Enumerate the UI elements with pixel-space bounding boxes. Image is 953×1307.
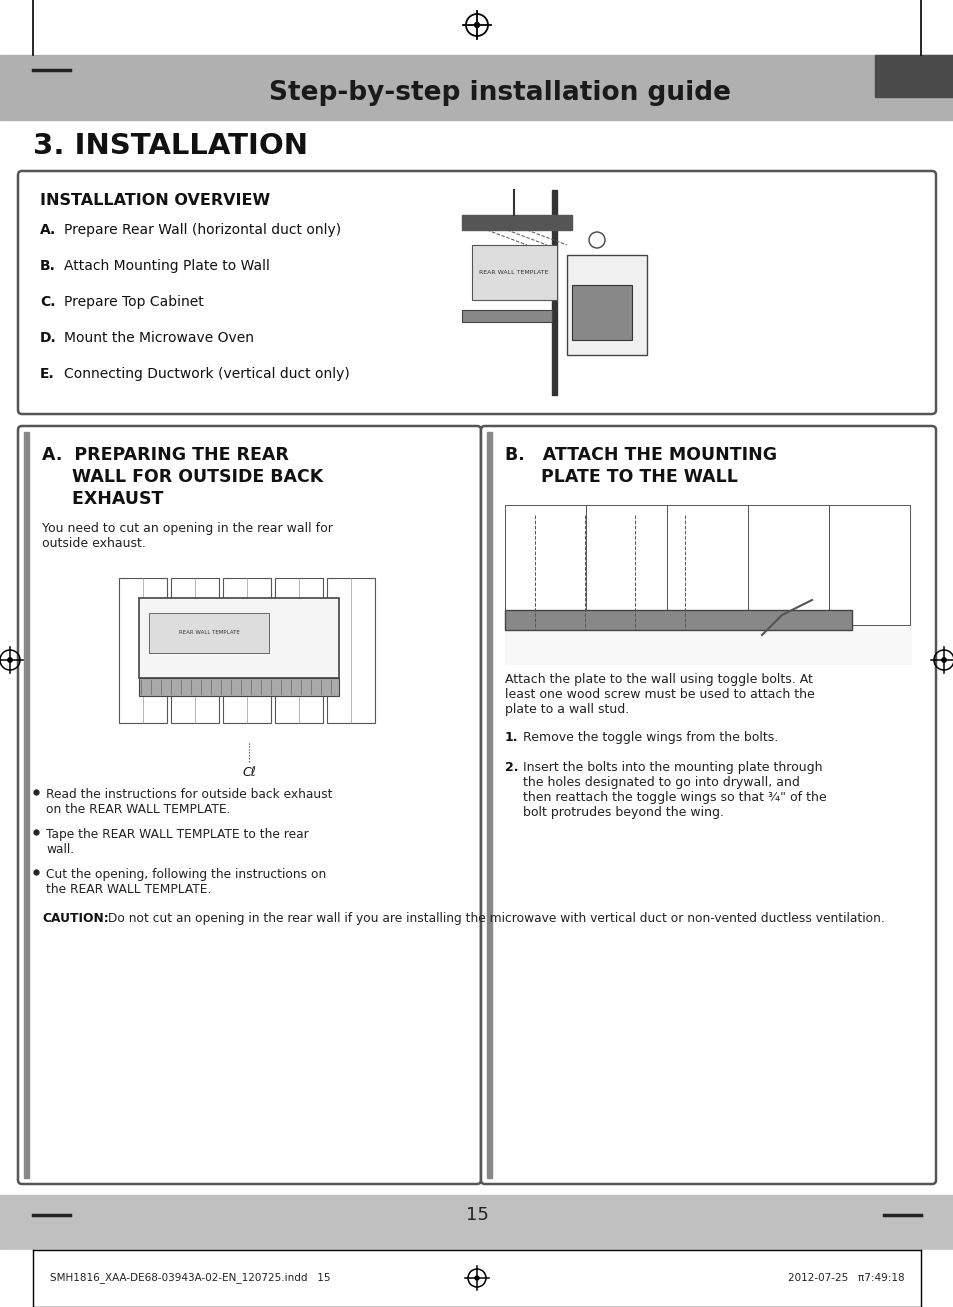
Bar: [223, 578, 271, 723]
Text: Cℓ: Cℓ: [242, 766, 255, 779]
Bar: [119, 578, 167, 723]
Text: You need to cut an opening in the rear wall for
outside exhaust.: You need to cut an opening in the rear w…: [42, 521, 333, 550]
Text: 1.: 1.: [504, 731, 518, 744]
Text: 2.: 2.: [504, 761, 518, 774]
FancyBboxPatch shape: [480, 426, 935, 1184]
Bar: [24, 433, 29, 1178]
Text: CAUTION:: CAUTION:: [42, 912, 109, 925]
Text: Do not cut an opening in the rear wall if you are installing the microwave with : Do not cut an opening in the rear wall i…: [104, 912, 883, 925]
Bar: [828, 505, 909, 625]
FancyBboxPatch shape: [139, 599, 338, 678]
Circle shape: [941, 657, 945, 663]
Bar: [504, 505, 911, 665]
Text: D.: D.: [40, 331, 56, 345]
Bar: [747, 505, 828, 625]
Bar: [149, 613, 269, 654]
Text: REAR WALL TEMPLATE: REAR WALL TEMPLATE: [178, 630, 239, 635]
Text: EXHAUST: EXHAUST: [42, 490, 163, 508]
Text: 2012-07-25   π7:49:18: 2012-07-25 π7:49:18: [787, 1273, 904, 1283]
Bar: [504, 610, 851, 630]
Bar: [874, 55, 953, 97]
FancyBboxPatch shape: [461, 214, 572, 230]
Text: 15: 15: [465, 1206, 488, 1223]
Bar: [566, 255, 646, 356]
Circle shape: [8, 657, 12, 663]
Text: Attach Mounting Plate to Wall: Attach Mounting Plate to Wall: [64, 259, 270, 273]
Bar: [327, 578, 375, 723]
Circle shape: [474, 22, 479, 27]
Circle shape: [475, 1276, 478, 1280]
Text: Step-by-step installation guide: Step-by-step installation guide: [269, 80, 730, 106]
Text: E.: E.: [40, 367, 54, 382]
Text: Attach the plate to the wall using toggle bolts. At
least one wood screw must be: Attach the plate to the wall using toggl…: [504, 673, 814, 716]
Text: B.: B.: [40, 259, 56, 273]
Bar: [461, 310, 552, 322]
Text: REAR WALL TEMPLATE: REAR WALL TEMPLATE: [478, 271, 548, 276]
Text: Read the instructions for outside back exhaust
on the REAR WALL TEMPLATE.: Read the instructions for outside back e…: [46, 788, 333, 816]
Bar: [0, 55, 953, 120]
Text: Connecting Ductwork (vertical duct only): Connecting Ductwork (vertical duct only): [64, 367, 350, 382]
Text: Mount the Microwave Oven: Mount the Microwave Oven: [64, 331, 253, 345]
Text: Cut the opening, following the instructions on
the REAR WALL TEMPLATE.: Cut the opening, following the instructi…: [46, 868, 326, 897]
Text: A.: A.: [40, 223, 56, 237]
Bar: [0, 1249, 953, 1307]
Bar: [472, 244, 557, 301]
Bar: [0, 1195, 953, 1249]
Text: Remove the toggle wings from the bolts.: Remove the toggle wings from the bolts.: [522, 731, 778, 744]
Text: Prepare Rear Wall (horizontal duct only): Prepare Rear Wall (horizontal duct only): [64, 223, 341, 237]
Text: Prepare Top Cabinet: Prepare Top Cabinet: [64, 295, 204, 308]
Text: Insert the bolts into the mounting plate through
the holes designated to go into: Insert the bolts into the mounting plate…: [522, 761, 825, 819]
Text: SMH1816_XAA-DE68-03943A-02-EN_120725.indd   15: SMH1816_XAA-DE68-03943A-02-EN_120725.ind…: [50, 1273, 330, 1283]
Bar: [504, 505, 585, 625]
Text: 3. INSTALLATION: 3. INSTALLATION: [33, 132, 308, 159]
Bar: [274, 578, 323, 723]
Bar: [171, 578, 219, 723]
Text: A.  PREPARING THE REAR: A. PREPARING THE REAR: [42, 446, 289, 464]
Bar: [666, 505, 747, 625]
Text: C.: C.: [40, 295, 55, 308]
Bar: [585, 505, 666, 625]
Text: WALL FOR OUTSIDE BACK: WALL FOR OUTSIDE BACK: [42, 468, 323, 486]
Text: Tape the REAR WALL TEMPLATE to the rear
wall.: Tape the REAR WALL TEMPLATE to the rear …: [46, 829, 309, 856]
FancyBboxPatch shape: [18, 426, 480, 1184]
Text: INSTALLATION OVERVIEW: INSTALLATION OVERVIEW: [40, 193, 270, 208]
Bar: [486, 433, 492, 1178]
Text: PLATE TO THE WALL: PLATE TO THE WALL: [504, 468, 737, 486]
Bar: [552, 190, 557, 395]
FancyBboxPatch shape: [18, 171, 935, 414]
Text: B.   ATTACH THE MOUNTING: B. ATTACH THE MOUNTING: [504, 446, 777, 464]
Bar: [0, 0, 953, 55]
Bar: [572, 285, 631, 340]
Bar: [139, 678, 338, 697]
